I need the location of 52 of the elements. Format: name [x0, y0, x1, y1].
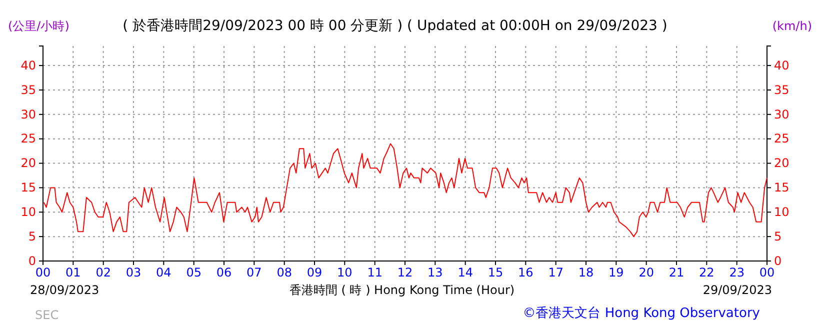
text: SEC [35, 308, 59, 322]
x-tick-label: 21 [668, 266, 684, 280]
x-tick-label: 03 [126, 266, 142, 280]
y2-tick-label: 10 [774, 204, 790, 219]
x-tick-label: 06 [216, 266, 232, 280]
y2-tick-label: 0 [774, 254, 782, 268]
y2-axis-title: (km/h) [772, 19, 812, 33]
y-tick-label: 30 [20, 107, 36, 122]
x-tick-label: 12 [397, 266, 413, 280]
text: ©香港天文台 Hong Kong Observatory [522, 306, 760, 321]
text: 28/09/2023 [30, 283, 100, 297]
chart-title: ( 於香港時間29/09/2023 00 時 00 分更新 ) ( Updated at 00:00H on 29/09/2023 ) [122, 18, 668, 34]
y-tick-label: 20 [20, 156, 36, 170]
y-tick-label: 15 [20, 180, 36, 195]
x-tick-label: 02 [96, 266, 111, 280]
y-axis-title: (公里/小時) [8, 19, 70, 33]
x-tick-label: 14 [458, 266, 473, 280]
y2-tick-label: 5 [774, 229, 782, 244]
x-tick-label: 19 [608, 266, 624, 280]
x-tick-label: 11 [367, 266, 382, 280]
y2-tick-label: 40 [774, 58, 790, 72]
x-tick-label: 09 [306, 266, 322, 280]
x-tick-label: 05 [186, 266, 202, 280]
text: 29/09/2023 [702, 283, 772, 297]
line-series [43, 143, 768, 238]
y2-tick-label: 20 [774, 156, 790, 170]
x-tick-label: 07 [246, 266, 262, 280]
x-axis-title: 香港時間 ( 時 ) Hong Kong Time (Hour) [289, 283, 515, 297]
y2-tick-label: 35 [774, 82, 790, 97]
x-tick-label: 18 [578, 266, 594, 280]
y-tick-label: 5 [28, 229, 36, 244]
y2-tick-label: 30 [774, 107, 790, 122]
x-tick-label: 10 [337, 266, 352, 280]
y-tick-label: 10 [20, 204, 36, 219]
x-tick-label: 15 [488, 266, 504, 280]
x-tick-label: 13 [428, 266, 443, 280]
y2-tick-label: 25 [774, 132, 790, 146]
y-tick-label: 40 [20, 58, 36, 72]
y-tick-label: 25 [20, 132, 36, 146]
x-tick-label: 17 [548, 266, 564, 280]
y-tick-label: 35 [20, 82, 36, 97]
x-tick-label: 20 [638, 266, 654, 280]
y-tick-label: 0 [28, 254, 36, 268]
x-tick-label: 08 [276, 266, 292, 280]
x-tick-label: 00 [759, 266, 775, 280]
y2-tick-label: 15 [774, 180, 790, 195]
x-tick-label: 00 [35, 266, 51, 280]
x-tick-label: 22 [699, 266, 714, 280]
x-tick-label: 04 [156, 266, 172, 280]
x-tick-label: 01 [66, 266, 81, 280]
x-tick-label: 16 [518, 266, 534, 280]
x-tick-label: 23 [729, 266, 744, 280]
